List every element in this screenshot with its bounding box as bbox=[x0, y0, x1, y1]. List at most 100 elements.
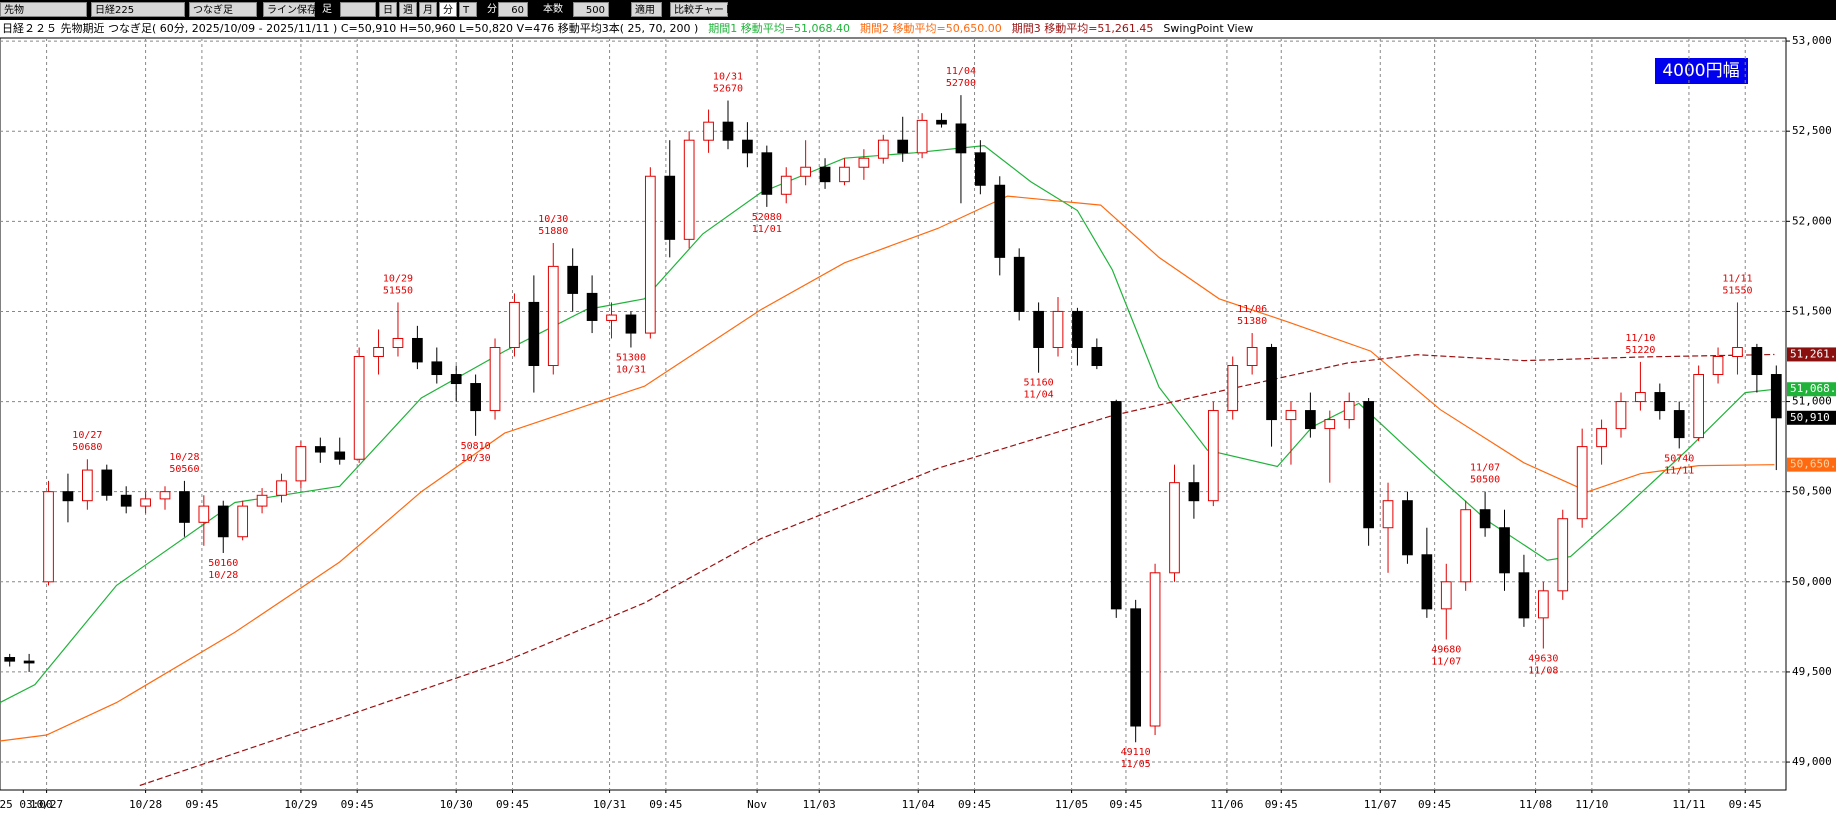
candle-body bbox=[1324, 419, 1336, 430]
day-button[interactable]: 日 bbox=[379, 2, 397, 17]
interval-input[interactable]: 60 bbox=[498, 2, 528, 17]
symbol-select[interactable]: 日経225 bbox=[91, 2, 185, 17]
annotation-date: 11/04 bbox=[1024, 390, 1054, 401]
candle-body bbox=[528, 301, 540, 367]
annotation-date: 10/30 bbox=[461, 453, 491, 464]
annotation-price: 49680 bbox=[1431, 644, 1461, 655]
x-tick-label: 09:45 bbox=[1265, 798, 1298, 811]
candle-body bbox=[780, 175, 792, 195]
info-text: 日経２２５ 先物期近 つなぎ足( 60分, 2025/10/09 - 2025/… bbox=[2, 22, 699, 35]
candle-body bbox=[1518, 572, 1530, 619]
annotation-price: 51550 bbox=[1722, 285, 1752, 296]
week-button[interactable]: 週 bbox=[399, 2, 417, 17]
annotation-price: 51880 bbox=[538, 226, 568, 237]
candle-body bbox=[373, 346, 384, 358]
x-tick-label: 11/07 bbox=[1364, 798, 1397, 811]
x-tick-label: 09:45 bbox=[958, 798, 991, 811]
candle-body bbox=[62, 491, 74, 502]
annotation-price: 51300 bbox=[616, 352, 646, 363]
y-tick-label: 49,500 bbox=[1792, 665, 1832, 678]
candle-body bbox=[975, 152, 986, 186]
legend-entry: 期間2 移動平均=50,650.00 bbox=[860, 22, 1002, 35]
candle-body bbox=[1673, 410, 1685, 439]
annotation-price: 50160 bbox=[208, 558, 238, 569]
x-tick-label: 11/06 bbox=[1210, 798, 1243, 811]
toolbar: 先物 日経225 つなぎ足 ライン保存 足 日 週 月 分 T 分 60 本数 … bbox=[0, 0, 1836, 20]
tick-button[interactable]: T bbox=[459, 2, 477, 17]
annotation-date: 10/27 bbox=[72, 430, 102, 441]
candle-body bbox=[1110, 401, 1122, 610]
annotation-price: 50740 bbox=[1664, 453, 1694, 464]
candle-body bbox=[703, 121, 714, 141]
y-tick-label: 49,000 bbox=[1792, 755, 1832, 768]
annotation-price: 50560 bbox=[169, 464, 199, 475]
candle-body bbox=[1440, 581, 1452, 610]
market-select[interactable]: 先物 bbox=[0, 2, 87, 17]
candle-body bbox=[1305, 410, 1316, 430]
candle-body bbox=[1188, 482, 1200, 502]
annotation-price: 51220 bbox=[1625, 345, 1655, 356]
candle-body bbox=[1557, 518, 1569, 592]
month-button[interactable]: 月 bbox=[419, 2, 437, 17]
candle-body bbox=[256, 494, 268, 507]
compare-button[interactable]: 比較チャート bbox=[670, 2, 734, 17]
minute-button[interactable]: 分 bbox=[439, 2, 457, 17]
candle-body bbox=[82, 469, 93, 502]
annotation-date: 11/10 bbox=[1625, 333, 1655, 344]
candle-body bbox=[1382, 500, 1394, 529]
y-tick-label: 51,500 bbox=[1792, 304, 1832, 317]
candle-body bbox=[1479, 509, 1491, 529]
annotation-date: 11/06 bbox=[1237, 304, 1267, 315]
candle-body bbox=[1732, 346, 1743, 358]
annotation-date: 11/01 bbox=[752, 224, 782, 235]
candle-body bbox=[431, 361, 443, 376]
candle-body bbox=[1285, 410, 1297, 421]
candle-body bbox=[412, 337, 423, 363]
candle-body bbox=[1635, 392, 1646, 403]
candle-body bbox=[1537, 590, 1549, 619]
candle-body bbox=[586, 292, 598, 321]
candle-body bbox=[101, 469, 113, 496]
candle-body bbox=[1499, 527, 1510, 574]
annotation-price: 49110 bbox=[1121, 747, 1151, 758]
annotation-date: 10/31 bbox=[616, 364, 646, 375]
annotation-date: 11/07 bbox=[1431, 656, 1461, 667]
foot-box[interactable] bbox=[340, 2, 376, 17]
candle-body bbox=[1227, 365, 1239, 412]
x-tick-label: 25 03:00 bbox=[0, 798, 52, 811]
y-tick-label: 52,000 bbox=[1792, 214, 1832, 227]
x-tick-label: 10/28 bbox=[129, 798, 162, 811]
annotation-date: 11/04 bbox=[946, 66, 976, 77]
candle-body bbox=[392, 337, 404, 348]
last-value-label: 50,650. bbox=[1790, 458, 1836, 471]
annotation-date: 11/07 bbox=[1470, 463, 1500, 474]
x-tick-label: 10/31 bbox=[593, 798, 626, 811]
candle-body bbox=[1615, 401, 1627, 430]
apply-button[interactable]: 適用 bbox=[631, 2, 662, 17]
save-button[interactable]: ライン保存 bbox=[263, 2, 317, 17]
candle-body bbox=[1751, 346, 1763, 376]
candle-body bbox=[683, 139, 695, 240]
annotation-price: 52670 bbox=[713, 84, 743, 95]
candle-body bbox=[606, 314, 617, 321]
candle-body bbox=[1033, 310, 1044, 348]
candle-body bbox=[936, 119, 947, 125]
candle-body bbox=[509, 301, 520, 348]
annotation-date: 10/29 bbox=[383, 273, 413, 284]
x-tick-label: 09:45 bbox=[1418, 798, 1451, 811]
candle-body bbox=[217, 505, 229, 538]
candle-body bbox=[877, 139, 889, 159]
badge-bg bbox=[1655, 58, 1748, 84]
x-tick-label: 10/30 bbox=[440, 798, 473, 811]
count-input[interactable]: 500 bbox=[573, 2, 609, 17]
candle-body bbox=[1402, 500, 1413, 556]
annotation-price: 51550 bbox=[383, 285, 413, 296]
candle-body bbox=[1460, 509, 1472, 583]
candle-body bbox=[1207, 410, 1219, 502]
candle-body bbox=[334, 451, 346, 460]
legend-entry: 期間3 移動平均=51,261.45 bbox=[1011, 22, 1154, 35]
mode-select[interactable]: つなぎ足 bbox=[189, 2, 257, 17]
annotation-date: 11/11 bbox=[1722, 273, 1752, 284]
